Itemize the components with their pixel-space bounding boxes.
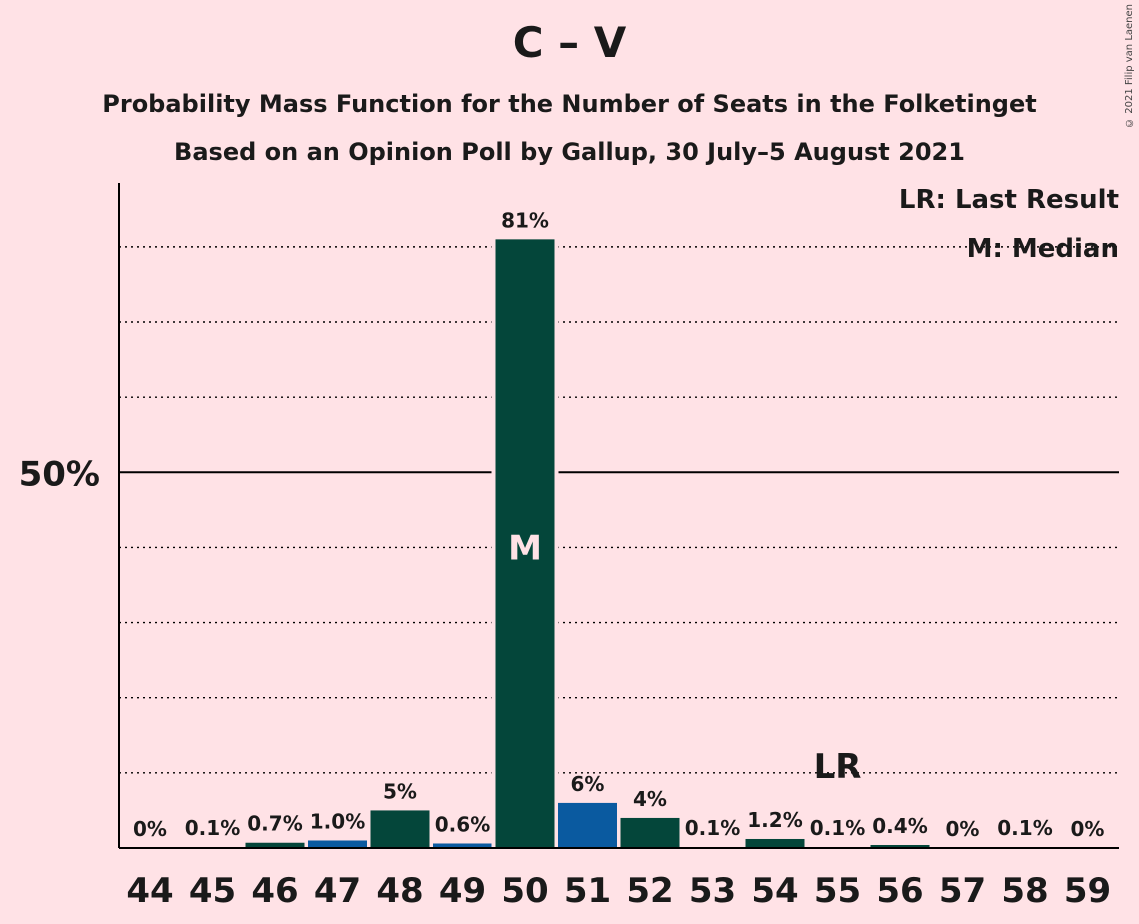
bar-52: [620, 817, 680, 848]
value-label-53: 0.1%: [685, 816, 740, 840]
chart-subtitle-2: Based on an Opinion Poll by Gallup, 30 J…: [174, 138, 965, 166]
value-label-45: 0.1%: [185, 816, 240, 840]
x-tick-label-54: 54: [751, 871, 798, 911]
value-label-46: 0.7%: [247, 812, 302, 836]
last-result-marker: LR: [814, 747, 862, 787]
value-label-57: 0%: [946, 817, 980, 841]
value-label-54: 1.2%: [747, 808, 802, 832]
bar-48: [370, 810, 430, 848]
x-tick-label-59: 59: [1064, 871, 1111, 911]
value-label-44: 0%: [133, 817, 167, 841]
x-tick-label-50: 50: [501, 871, 548, 911]
x-tick-label-44: 44: [126, 871, 173, 911]
median-marker: M: [508, 528, 542, 568]
value-label-56: 0.4%: [872, 814, 927, 838]
x-tick-label-46: 46: [251, 871, 298, 911]
value-label-49: 0.6%: [435, 812, 490, 836]
chart-title: C – V: [512, 18, 627, 67]
value-label-47: 1.0%: [310, 809, 365, 833]
bar-50: [495, 239, 555, 848]
x-tick-label-52: 52: [626, 871, 673, 911]
x-tick-label-57: 57: [939, 871, 986, 911]
bar-47: [308, 840, 367, 848]
bar-49: [433, 843, 492, 848]
x-tick-label-53: 53: [689, 871, 736, 911]
value-label-51: 6%: [571, 772, 605, 796]
bar-46: [245, 842, 305, 848]
x-tick-label-58: 58: [1001, 871, 1048, 911]
x-tick-label-51: 51: [564, 871, 611, 911]
value-label-59: 0%: [1071, 817, 1105, 841]
x-tick-label-47: 47: [314, 871, 361, 911]
y-tick-label-50: 50%: [19, 454, 100, 494]
legend-last-result: LR: Last Result: [898, 185, 1119, 215]
x-tick-label-48: 48: [376, 871, 423, 911]
value-label-58: 0.1%: [997, 816, 1052, 840]
x-tick-label-49: 49: [439, 871, 486, 911]
bar-54: [745, 838, 805, 848]
bar-56: [870, 844, 930, 848]
legend-median: M: Median: [966, 234, 1119, 264]
value-label-52: 4%: [633, 787, 667, 811]
bar-51: [558, 802, 617, 848]
value-label-55: 0.1%: [810, 816, 865, 840]
chart-subtitle-1: Probability Mass Function for the Number…: [102, 90, 1037, 118]
x-tick-label-45: 45: [189, 871, 236, 911]
x-tick-label-55: 55: [814, 871, 861, 911]
value-label-50: 81%: [501, 208, 549, 232]
value-label-48: 5%: [383, 779, 417, 803]
x-tick-label-56: 56: [876, 871, 923, 911]
